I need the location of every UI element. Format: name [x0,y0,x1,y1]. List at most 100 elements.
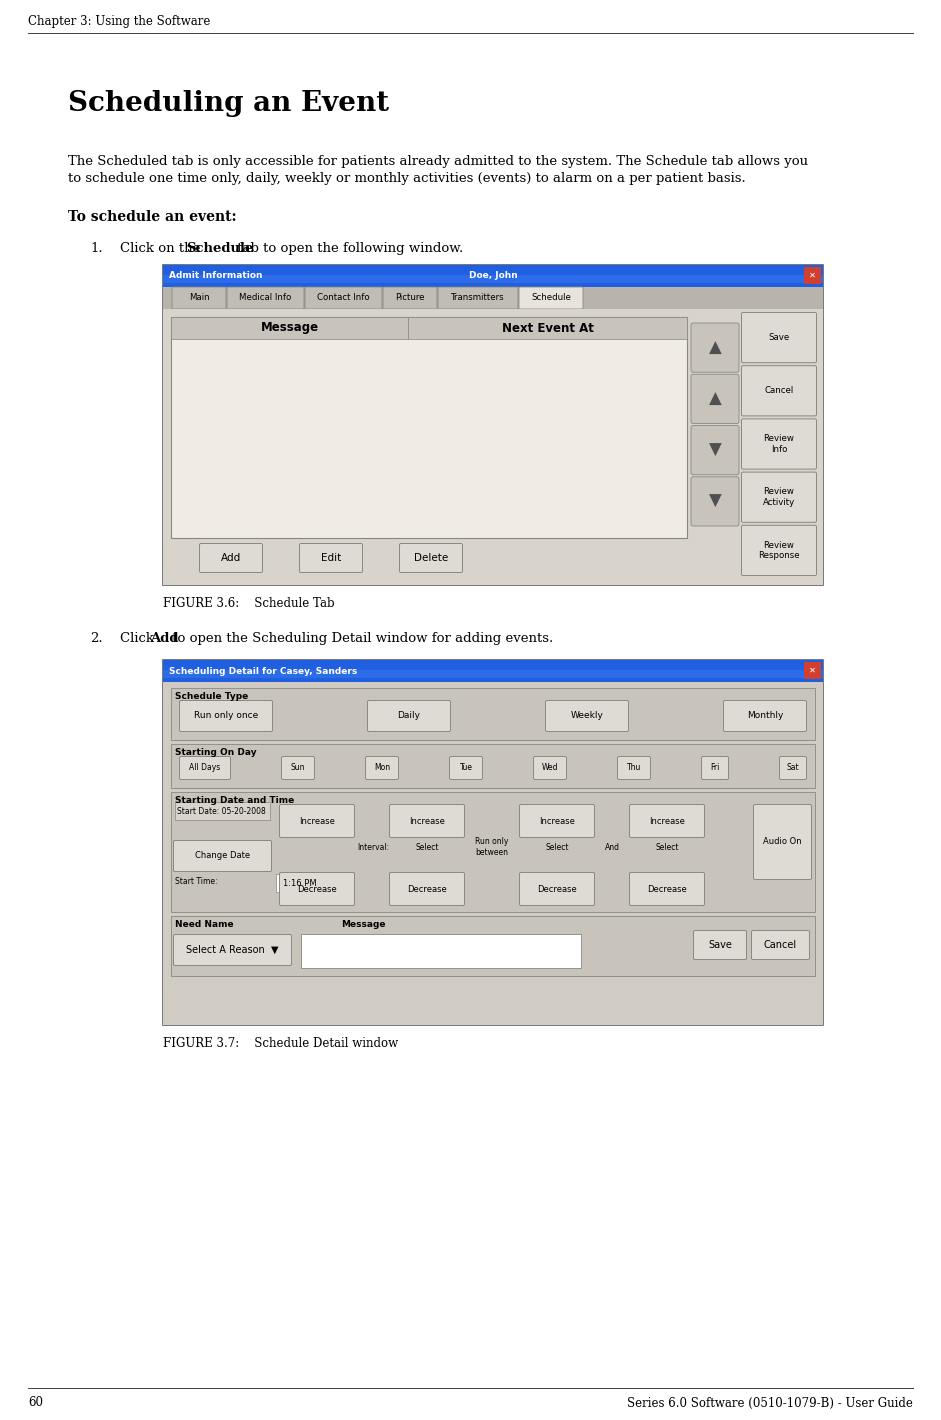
FancyBboxPatch shape [390,872,465,906]
FancyBboxPatch shape [281,757,314,780]
Bar [408,317,687,339]
Text: All Days: All Days [189,764,220,772]
FancyBboxPatch shape [438,287,518,310]
Text: Schedule: Schedule [531,293,571,301]
Text: Wed: Wed [542,764,558,772]
Bar [171,916,815,976]
FancyBboxPatch shape [519,872,595,906]
Text: to open the Scheduling Detail window for adding events.: to open the Scheduling Detail window for… [168,632,553,645]
Bar [171,317,687,538]
FancyBboxPatch shape [172,287,226,310]
Text: Transmitters: Transmitters [451,293,504,301]
FancyBboxPatch shape [180,757,231,780]
Bar [163,310,823,585]
FancyBboxPatch shape [742,525,817,575]
Text: Sun: Sun [291,764,305,772]
Text: Contact Info: Contact Info [317,293,370,301]
Text: Increase: Increase [649,816,685,825]
Text: Fri: Fri [710,764,720,772]
FancyBboxPatch shape [546,700,629,731]
Bar [163,682,823,1025]
Text: ▼: ▼ [709,442,722,459]
FancyBboxPatch shape [227,287,304,310]
Text: Schedule: Schedule [186,241,254,256]
FancyBboxPatch shape [630,872,705,906]
FancyBboxPatch shape [691,477,739,525]
Bar [163,275,823,283]
Text: Increase: Increase [409,816,445,825]
FancyBboxPatch shape [691,322,739,372]
FancyBboxPatch shape [279,805,355,838]
FancyBboxPatch shape [450,757,483,780]
Text: Add: Add [151,632,179,645]
Text: Main: Main [189,293,209,301]
Text: Chapter 3: Using the Software: Chapter 3: Using the Software [28,16,211,28]
Text: FIGURE 3.6:    Schedule Tab: FIGURE 3.6: Schedule Tab [163,596,335,611]
Text: Series 6.0 Software (0510-1079-B) - User Guide: Series 6.0 Software (0510-1079-B) - User… [627,1396,913,1410]
Text: Start Time:: Start Time: [175,878,217,886]
Text: Decrease: Decrease [647,885,687,893]
Text: Thu: Thu [627,764,641,772]
Text: Select: Select [655,842,678,852]
FancyBboxPatch shape [534,757,566,780]
Bar [804,662,821,679]
Text: Schedule Type: Schedule Type [175,692,248,701]
Bar [171,792,815,912]
Text: Review
Response: Review Response [758,541,800,559]
FancyBboxPatch shape [724,700,806,731]
Text: Audio On: Audio On [763,838,802,846]
Text: Message: Message [261,321,319,335]
Text: Save: Save [708,940,732,950]
Bar [163,670,823,677]
Text: FIGURE 3.7:    Schedule Detail window: FIGURE 3.7: Schedule Detail window [163,1037,398,1049]
FancyBboxPatch shape [519,805,595,838]
Text: Message: Message [341,920,386,929]
Text: ✕: ✕ [808,666,816,674]
Text: 2.: 2. [90,632,103,645]
Text: Run only
between: Run only between [475,838,509,856]
Text: Cancel: Cancel [764,386,793,395]
Bar [171,744,815,788]
FancyBboxPatch shape [694,930,746,960]
Text: ▲: ▲ [709,338,722,356]
FancyBboxPatch shape [701,757,728,780]
FancyBboxPatch shape [617,757,650,780]
Text: ▼: ▼ [709,493,722,510]
Text: Starting On Day: Starting On Day [175,748,257,757]
Text: And: And [604,842,619,852]
Text: Mon: Mon [374,764,391,772]
Bar [276,873,324,892]
Text: Increase: Increase [299,816,335,825]
Text: Next Event At: Next Event At [502,321,594,335]
Text: Add: Add [221,552,241,562]
Text: Select A Reason  ▼: Select A Reason ▼ [186,944,279,956]
Text: Increase: Increase [539,816,575,825]
Text: Starting Date and Time: Starting Date and Time [175,797,295,805]
Text: to schedule one time only, daily, weekly or monthly activities (events) to alarm: to schedule one time only, daily, weekly… [68,172,746,185]
FancyBboxPatch shape [754,805,811,879]
FancyBboxPatch shape [180,700,273,731]
Text: Select: Select [415,842,439,852]
Text: Scheduling Detail for Casey, Sanders: Scheduling Detail for Casey, Sanders [169,666,358,676]
Text: Monthly: Monthly [747,711,783,720]
Text: The Scheduled tab is only accessible for patients already admitted to the system: The Scheduled tab is only accessible for… [68,155,808,168]
Bar [163,287,823,310]
Bar [804,267,821,284]
Text: 1.: 1. [90,241,103,256]
FancyBboxPatch shape [400,544,462,572]
Text: Decrease: Decrease [537,885,577,893]
Bar [163,660,823,682]
Text: Start Date: 05-20-2008: Start Date: 05-20-2008 [177,807,265,815]
Text: Admit Information: Admit Information [169,271,263,281]
Text: Doe, John: Doe, John [469,271,518,281]
Text: Run only once: Run only once [194,711,258,720]
Text: Click on the: Click on the [120,241,204,256]
Bar [301,934,581,968]
FancyBboxPatch shape [742,312,817,362]
Text: ▲: ▲ [709,391,722,408]
FancyBboxPatch shape [519,287,583,310]
FancyBboxPatch shape [691,375,739,423]
Text: Cancel: Cancel [764,940,797,950]
FancyBboxPatch shape [199,544,263,572]
Text: Tue: Tue [459,764,472,772]
